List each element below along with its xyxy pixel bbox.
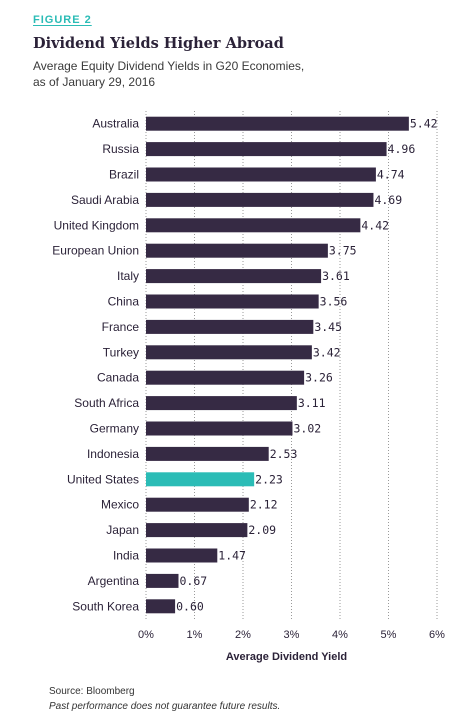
x-tick-label: 0% [138,629,154,641]
category-label: Mexico [101,498,139,512]
category-label: European Union [52,244,139,258]
x-tick-label: 3% [284,629,300,641]
bar-italy [146,269,322,284]
chart-subtitle: Average Equity Dividend Yields in G20 Ec… [33,58,413,90]
bar-mexico [146,497,249,512]
bar-australia [146,116,409,131]
bar-canada [146,370,305,385]
figure-label: FIGURE 2 [33,14,92,26]
category-label: Argentina [88,574,140,588]
x-tick-label: 4% [332,629,348,641]
x-tick-label: 5% [381,629,397,641]
value-label: 2.09 [248,523,276,537]
value-label: 2.23 [255,472,283,486]
value-label: 4.69 [374,193,402,207]
bar-brazil [146,167,376,182]
bar-germany [146,421,293,436]
category-label: Australia [92,117,139,131]
value-label: 0.67 [179,574,207,588]
bar-indonesia [146,446,269,461]
category-label: South Africa [74,396,139,410]
x-tick-label: 2% [235,629,251,641]
category-label: Saudi Arabia [71,193,139,207]
x-axis-label: Average Dividend Yield [226,651,347,663]
bar-turkey [146,345,312,360]
value-label: 3.45 [314,320,342,334]
bar-south-africa [146,396,297,411]
category-label: India [113,549,139,563]
bar-argentina [146,573,179,588]
value-label: 3.56 [320,295,348,309]
bar-japan [146,523,248,538]
category-label: Japan [106,523,139,537]
chart-footer: Source: Bloomberg Past performance does … [49,684,280,714]
bar-united-states [146,472,255,487]
bar-south-korea [146,599,176,614]
chart-title: Dividend Yields Higher Abroad [33,35,284,52]
category-label: Indonesia [87,447,139,461]
value-label: 3.61 [322,269,350,283]
value-label: 5.42 [410,117,438,131]
value-label: 4.42 [361,218,389,232]
value-label: 3.02 [293,422,321,436]
bar-european-union [146,243,328,258]
category-label: China [108,295,140,309]
value-label: 3.26 [305,371,333,385]
value-label: 1.47 [218,549,246,563]
subtitle-line-1: Average Equity Dividend Yields in G20 Ec… [33,59,305,73]
category-label: Germany [90,422,139,436]
value-label: 3.75 [329,244,357,258]
category-label: France [102,320,140,334]
x-tick-label: 6% [429,629,445,641]
category-label: United States [67,472,139,486]
value-label: 0.60 [176,599,204,613]
value-label: 2.53 [270,447,298,461]
value-label: 4.74 [377,168,405,182]
category-label: United Kingdom [54,218,139,232]
bar-saudi-arabia [146,192,374,207]
category-label: Canada [97,371,139,385]
category-label: South Korea [72,599,139,613]
bar-india [146,548,218,563]
category-label: Turkey [103,345,139,359]
x-tick-label: 1% [187,629,203,641]
bar-chart: Australia 5.42 Russia 4.96 Brazil 4.74 Saudi A… [52,111,445,663]
value-label: 4.96 [388,142,416,156]
bar-france [146,319,314,334]
bar-russia [146,142,387,157]
value-label: 3.11 [298,396,326,410]
bar-united-kingdom [146,218,361,233]
disclaimer-note: Past performance does not guarantee futu… [49,701,281,712]
category-label: Brazil [109,168,139,182]
category-label: Italy [117,269,139,283]
value-label: 3.42 [313,345,341,359]
category-label: Russia [102,142,139,156]
bar-china [146,294,319,309]
source-note: Source: Bloomberg [49,686,135,697]
value-label: 2.12 [250,498,278,512]
subtitle-line-2: as of January 29, 2016 [33,75,156,89]
